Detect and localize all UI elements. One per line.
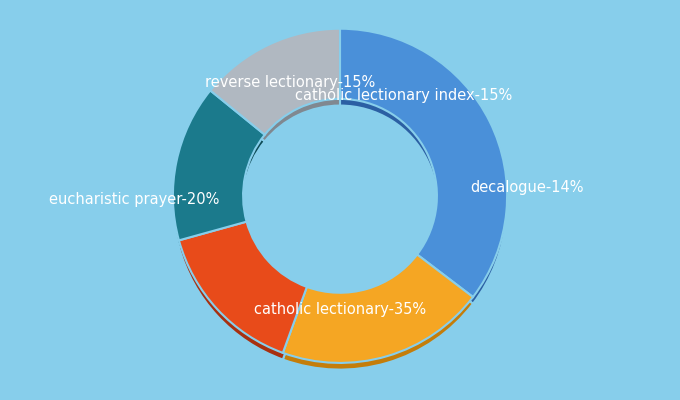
Wedge shape [340,35,507,304]
Wedge shape [210,29,340,135]
Text: catholic lectionary index-15%: catholic lectionary index-15% [295,88,512,103]
Text: decalogue-14%: decalogue-14% [471,180,584,195]
Wedge shape [210,35,340,141]
Text: eucharistic prayer-20%: eucharistic prayer-20% [50,192,220,207]
Text: catholic lectionary-35%: catholic lectionary-35% [254,302,426,317]
Wedge shape [283,261,473,370]
Wedge shape [173,97,265,247]
Text: reverse lectionary-15%: reverse lectionary-15% [205,75,375,90]
Wedge shape [173,90,265,240]
Wedge shape [340,29,507,297]
Wedge shape [179,228,307,360]
Wedge shape [283,254,473,363]
Wedge shape [179,222,307,353]
